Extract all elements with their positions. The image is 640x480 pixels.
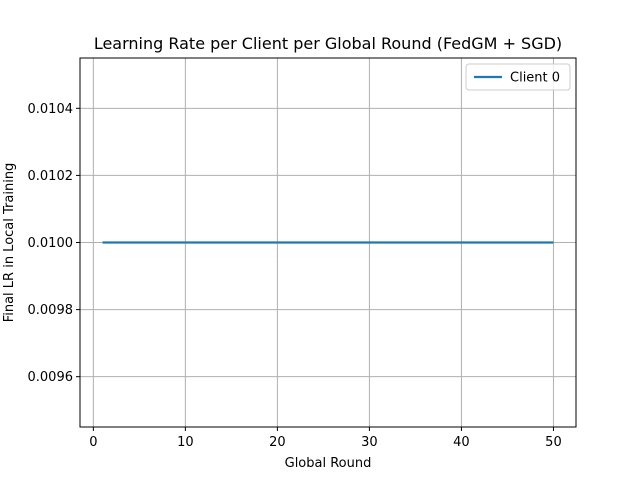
x-tick-label: 10	[177, 435, 194, 450]
axis-ticks: 0 10 20 30 40 50 0.0096 0.0098 0.0100 0.0102 0.010…	[28, 102, 562, 450]
chart-title: Learning Rate per Client per Global Roun…	[94, 34, 562, 53]
legend-label: Client 0	[510, 71, 560, 86]
legend-box	[465, 63, 571, 91]
x-tick-label: 30	[361, 435, 378, 450]
legend: Client 0	[465, 63, 571, 91]
y-axis-label: Final LR in Local Training	[2, 163, 17, 323]
x-axis-label: Global Round	[285, 456, 372, 471]
x-tick-label: 40	[453, 435, 470, 450]
y-tick-label: 0.0100	[28, 236, 74, 251]
y-tick-label: 0.0098	[28, 303, 74, 318]
x-tick-label: 20	[269, 435, 286, 450]
y-tick-label: 0.0104	[28, 102, 74, 117]
y-tick-label: 0.0102	[28, 169, 74, 184]
y-tick-label: 0.0096	[28, 370, 74, 385]
x-tick-label: 0	[89, 435, 97, 450]
x-tick-label: 50	[545, 435, 562, 450]
